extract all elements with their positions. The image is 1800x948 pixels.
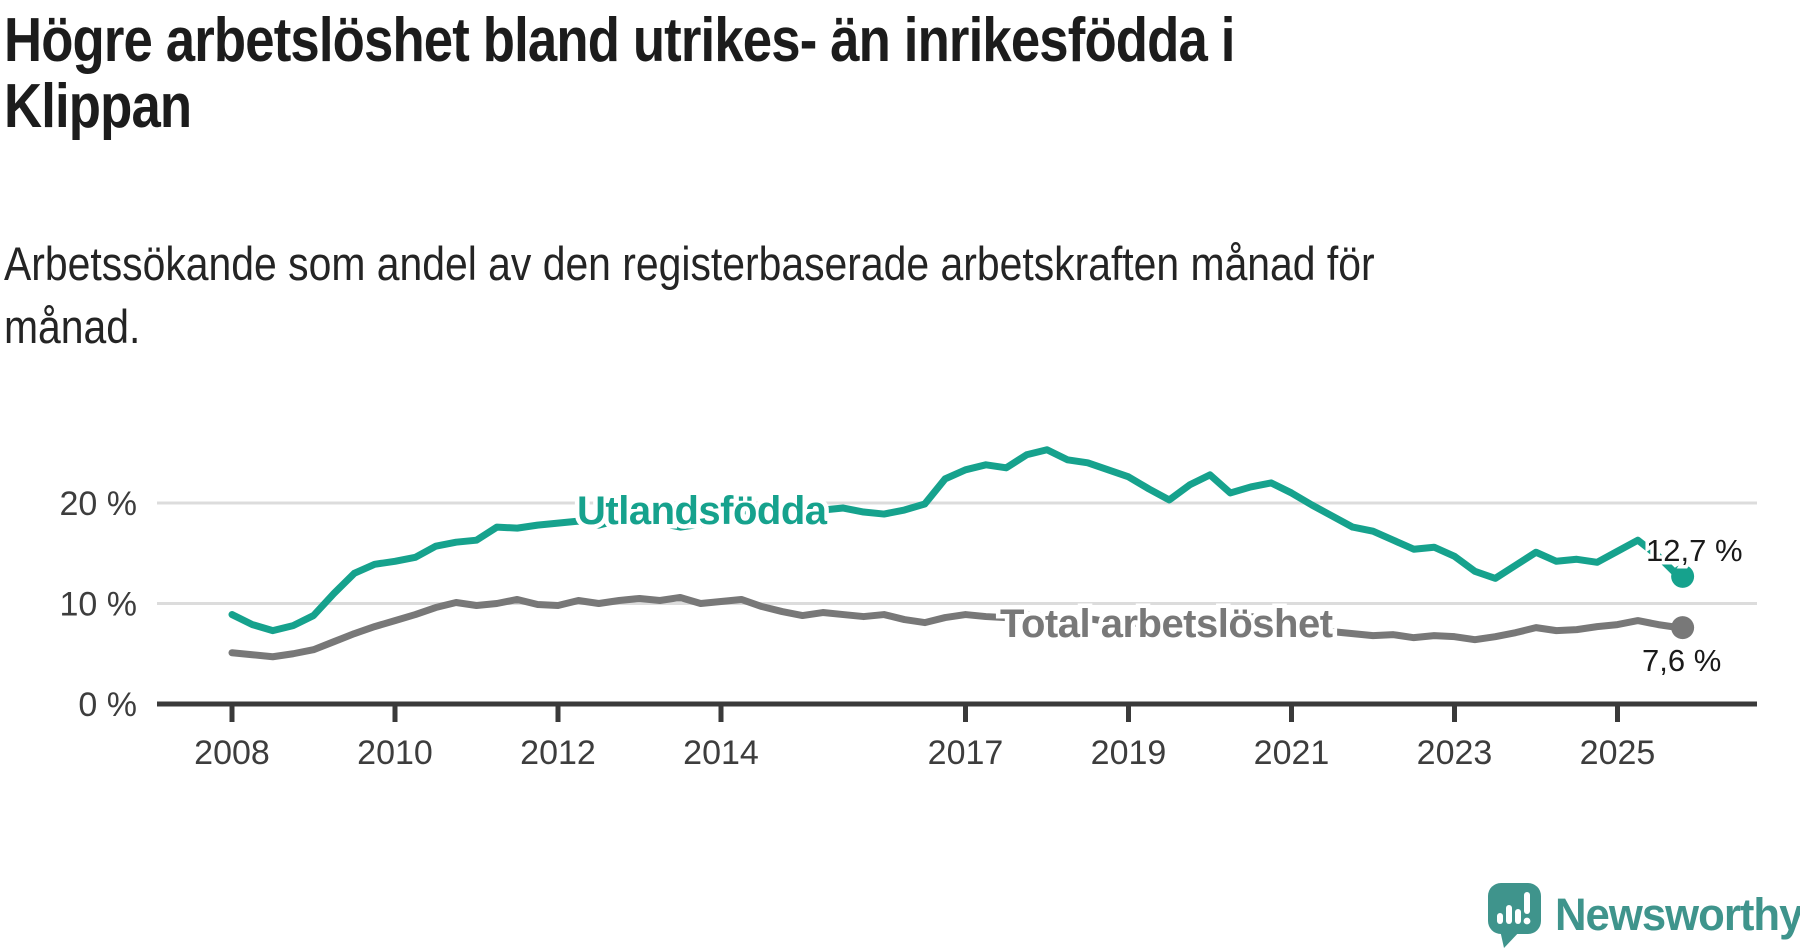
end-value-label-Utlandsfödda: 12,7 % xyxy=(1646,533,1743,568)
y-tick-label-10: 10 % xyxy=(60,586,138,624)
series-label-Utlandsfödda: Utlandsfödda xyxy=(577,489,828,533)
end-value-label-Total arbetslöshet: 7,6 % xyxy=(1642,643,1721,678)
series-line-Total arbetslöshet xyxy=(228,593,1683,661)
series-end-dot-Utlandsfödda xyxy=(1671,564,1695,588)
chart-title: Högre arbetslöshet bland utrikes- än inr… xyxy=(4,6,1235,141)
x-tick-label-2014: 2014 xyxy=(683,734,759,772)
x-tick-label-2023: 2023 xyxy=(1417,734,1493,772)
x-tick-label-2025: 2025 xyxy=(1580,734,1656,772)
x-tick-label-2012: 2012 xyxy=(520,734,596,772)
x-tick-label-2019: 2019 xyxy=(1091,734,1167,772)
x-tick-label-2010: 2010 xyxy=(357,734,433,772)
y-tick-label-20: 20 % xyxy=(60,485,138,523)
x-tick-label-2017: 2017 xyxy=(928,734,1004,772)
newsworthy-logo[interactable]: Newsworthy xyxy=(1486,882,1800,948)
chart-subtitle: Arbetssökande som andel av den registerb… xyxy=(4,237,1375,353)
y-tick-label-0: 0 % xyxy=(78,686,137,724)
series-end-dot-Total arbetslöshet xyxy=(1671,616,1695,640)
x-tick-label-2021: 2021 xyxy=(1254,734,1330,772)
newsworthy-wordmark: Newsworthy xyxy=(1555,889,1800,940)
series-line-Utlandsfödda xyxy=(228,446,1683,635)
x-tick-label-2008: 2008 xyxy=(194,734,270,772)
newsworthy-icon xyxy=(1488,883,1541,948)
series-label-Total arbetslöshet: Total arbetslöshet xyxy=(1000,602,1333,646)
